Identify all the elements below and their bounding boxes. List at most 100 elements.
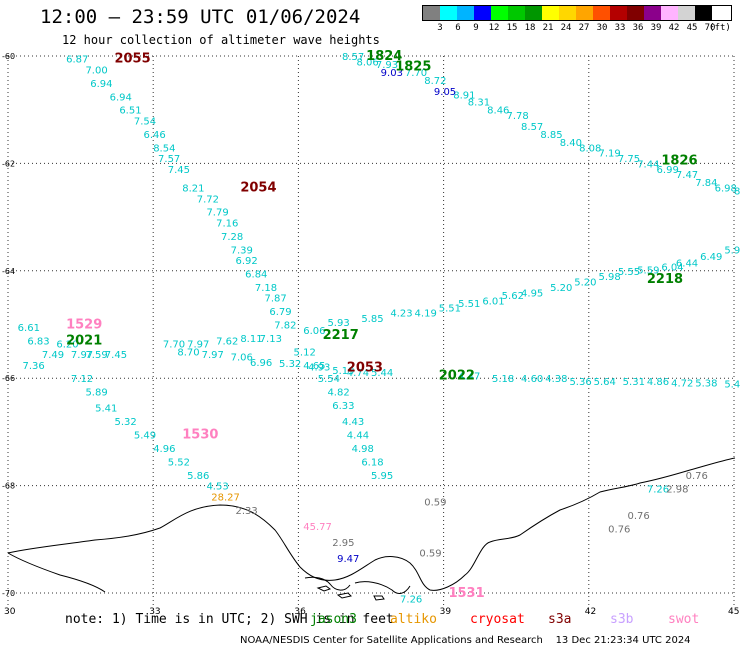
- wave-height-value: 5.18: [492, 374, 514, 385]
- legend-tick-label: 39: [650, 23, 662, 33]
- legend-tick-label: 15: [506, 23, 518, 33]
- wave-height-value: 4.53: [206, 482, 228, 493]
- wave-height-value: 4.96: [153, 444, 175, 455]
- wave-height-value: 8.57: [521, 122, 543, 133]
- legend-swatch: [491, 6, 508, 20]
- wave-height-value: 4.65: [303, 361, 325, 372]
- wave-height-value: 6.44: [676, 259, 698, 270]
- wave-height-value: 4.43: [342, 417, 364, 428]
- wave-height-value: 7.87: [265, 294, 287, 305]
- pass-id-label: 2053: [347, 360, 383, 375]
- wave-height-value: 7.54: [134, 116, 156, 127]
- wave-height-value: 7.57: [158, 154, 180, 165]
- wave-height-value: 7.45: [168, 165, 190, 176]
- wave-height-value: 7.28: [221, 232, 243, 243]
- latitude-label: -66: [2, 374, 15, 383]
- legend-swatch: [525, 6, 542, 20]
- wave-height-value: 5.41: [95, 404, 117, 415]
- wave-height-value: 8.11: [240, 334, 262, 345]
- wave-height-value: 5.49: [134, 431, 156, 442]
- wave-height-value: 7.72: [197, 194, 219, 205]
- wave-height-value: 7.47: [676, 170, 698, 181]
- wave-height-value: 5.44: [371, 368, 393, 379]
- wave-height-value: 6.01: [482, 296, 504, 307]
- wave-height-value: 7.13: [260, 334, 282, 345]
- wave-height-value: 6.84: [245, 269, 267, 280]
- longitude-label: 30: [4, 607, 16, 617]
- legend-tick-label: 9: [473, 23, 479, 33]
- wave-height-value: 7.44: [637, 159, 659, 170]
- latitude-label: -60: [2, 52, 15, 61]
- wave-height-value: 7.79: [206, 208, 228, 219]
- wave-height-value: 7.97: [202, 350, 224, 361]
- wave-height-value: 4.74: [347, 368, 369, 379]
- legend-swatch: [593, 6, 610, 20]
- wave-height-value: 5.38: [695, 378, 717, 389]
- legend-swatch: [627, 6, 644, 20]
- wave-height-value: 7.82: [274, 321, 296, 332]
- antarctic-coastline: [7, 457, 736, 591]
- legend-swatch: [695, 6, 712, 20]
- wave-height-value: 5.48: [724, 380, 740, 391]
- wave-height-value: 7.70: [405, 68, 427, 79]
- wave-height-value: 6.94: [110, 92, 132, 103]
- wave-height-value: 5.64: [594, 377, 616, 388]
- wave-height-value: 5.85: [361, 314, 383, 325]
- wave-height-value: 7.12: [71, 374, 93, 385]
- wave-height-value: 6.49: [700, 252, 722, 263]
- wave-height-value: 5.36: [569, 377, 591, 388]
- wave-height-value: 4.72: [671, 378, 693, 389]
- wave-height-value: 4.95: [521, 288, 543, 299]
- wave-height-value: 2.98: [666, 484, 688, 495]
- longitude-label: 39: [440, 607, 452, 617]
- wave-height-value: 7.75: [618, 154, 640, 165]
- wave-height-value: 8.54: [153, 143, 175, 154]
- wave-height-value: 8.40: [560, 138, 582, 149]
- legend-unit: (ft): [709, 23, 731, 33]
- wave-height-value: 7.49: [42, 350, 64, 361]
- latitude-label: -62: [2, 159, 15, 168]
- wave-height-value: 28.27: [211, 492, 240, 503]
- page-subtitle: 12 hour collection of altimeter wave hei…: [62, 33, 380, 47]
- wave-height-value: 6.94: [90, 79, 112, 90]
- wave-height-value: 7.59: [85, 350, 107, 361]
- wave-height-value: 2.33: [235, 506, 257, 517]
- wave-height-value: 9.03: [381, 68, 403, 79]
- wave-height-value: 5.51: [458, 299, 480, 310]
- wave-height-value: 7.70: [163, 339, 185, 350]
- pass-id-label: 2218: [647, 272, 683, 287]
- wave-height-value: 5.89: [85, 388, 107, 399]
- wave-height-value: 45.77: [303, 522, 332, 533]
- wave-height-value: 8.72: [424, 76, 446, 87]
- wave-height-value: 4.19: [415, 309, 437, 320]
- pass-id-label: 2022: [439, 369, 475, 384]
- latitude-label: -70: [2, 589, 15, 598]
- pass-id-label: 2054: [240, 181, 276, 196]
- wave-height-value: 7.26: [647, 484, 669, 495]
- legend-swatch: [457, 6, 474, 20]
- legend-tick-label: 3: [437, 23, 443, 33]
- wave-height-value: 5.98: [598, 272, 620, 283]
- wave-height-value: 6.83: [27, 337, 49, 348]
- wave-height-value: 7.39: [231, 245, 253, 256]
- legend-swatch: [440, 6, 457, 20]
- legend-tick-label: 45: [686, 23, 698, 33]
- wave-height-value: 7.19: [598, 149, 620, 160]
- latitude-label: -64: [2, 267, 15, 276]
- wave-height-value: 5.99: [724, 245, 740, 256]
- wave-height-value: 8.46: [487, 106, 509, 117]
- wave-height-value: 7.93: [376, 60, 398, 71]
- wave-height-value: 0.76: [686, 471, 708, 482]
- wave-height-value: 7.45: [105, 350, 127, 361]
- legend-tick-label: 21: [542, 23, 554, 33]
- pass-id-label: 1529: [66, 318, 102, 333]
- wave-height-value: 6.18: [361, 457, 383, 468]
- wave-height-value: 8.08: [579, 143, 601, 154]
- wave-height-value: 7.62: [216, 337, 238, 348]
- wave-height-value: 5.31: [623, 377, 645, 388]
- pass-id-label: 2021: [66, 334, 102, 349]
- wave-height-value: 4.47: [458, 372, 480, 383]
- wave-height-value: 9.05: [434, 87, 456, 98]
- pass-id-label: 2055: [114, 52, 150, 67]
- footer-note: note: 1) Time is in UTC; 2) SWH is in fe…: [65, 612, 394, 627]
